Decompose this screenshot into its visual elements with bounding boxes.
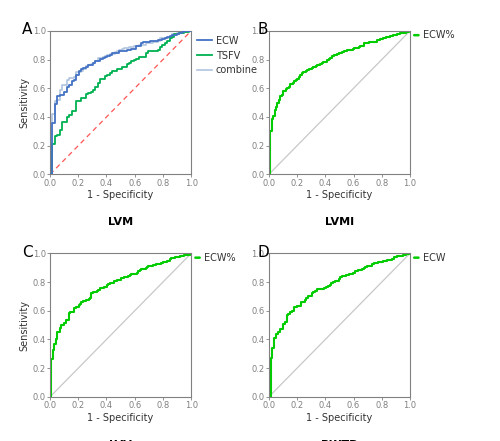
Y-axis label: Sensitivity: Sensitivity bbox=[20, 299, 30, 351]
Text: A: A bbox=[22, 22, 32, 37]
X-axis label: 1 - Specificity: 1 - Specificity bbox=[306, 191, 372, 200]
Text: LVM: LVM bbox=[108, 217, 133, 228]
X-axis label: 1 - Specificity: 1 - Specificity bbox=[88, 191, 154, 200]
Text: PWTD: PWTD bbox=[320, 440, 358, 441]
X-axis label: 1 - Specificity: 1 - Specificity bbox=[88, 413, 154, 423]
Text: D: D bbox=[258, 245, 270, 260]
Legend: ECW, TSFV, combine: ECW, TSFV, combine bbox=[198, 36, 258, 75]
Y-axis label: Sensitivity: Sensitivity bbox=[20, 77, 30, 128]
Text: ECW%: ECW% bbox=[422, 30, 454, 40]
Text: LVMI: LVMI bbox=[325, 217, 354, 228]
Text: ECW%: ECW% bbox=[204, 253, 236, 263]
X-axis label: 1 - Specificity: 1 - Specificity bbox=[306, 413, 372, 423]
Text: LVV: LVV bbox=[109, 440, 132, 441]
Text: C: C bbox=[22, 245, 32, 260]
Text: B: B bbox=[258, 22, 268, 37]
Text: ECW: ECW bbox=[422, 253, 445, 263]
